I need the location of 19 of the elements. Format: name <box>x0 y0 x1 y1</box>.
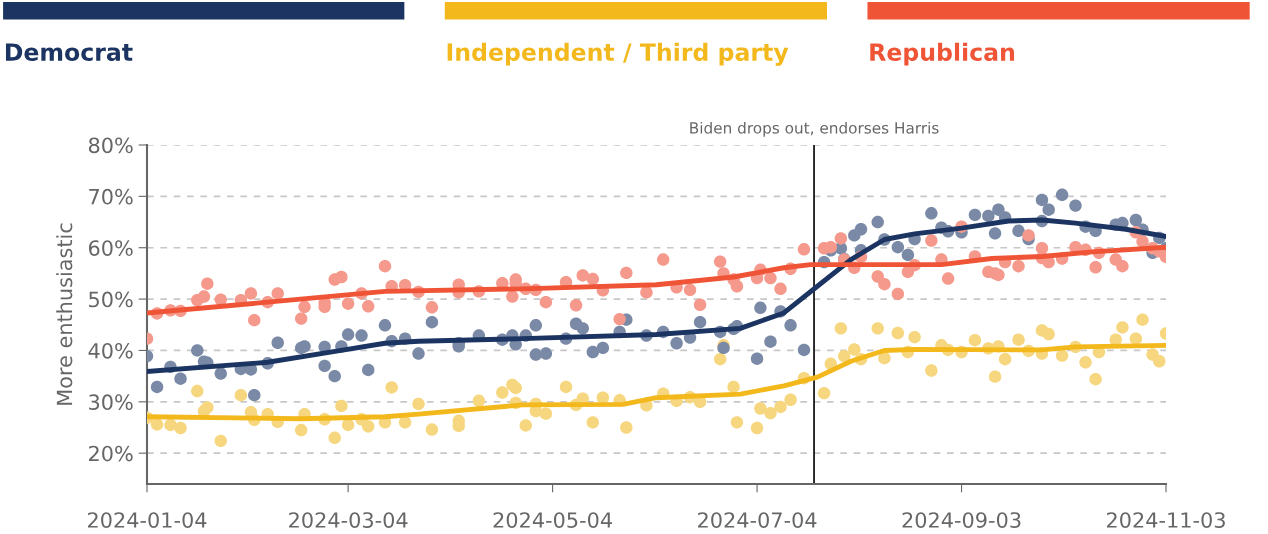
text: Democrat <box>5 43 133 61</box>
text: Independent / Third party <box>447 42 789 66</box>
y-tick-label: 60% <box>88 240 133 256</box>
x-tick-label: 2024-07-04 <box>698 512 817 528</box>
line-series <box>147 244 1166 316</box>
y-axis-title: More enthusiastic <box>56 223 73 405</box>
y-tick-label: 50% <box>89 291 133 308</box>
x-tick-label: 2024-01-04 <box>87 512 207 528</box>
y-tick-label: 80% <box>88 137 133 154</box>
y-tick-label: 40% <box>88 342 133 359</box>
text: Republican <box>870 42 1015 66</box>
x-tick-label: 2024-11-03 <box>1106 512 1225 528</box>
y-tick-label: 30% <box>89 394 133 411</box>
y-tick-label: 20% <box>89 445 133 462</box>
y-tick-label: 70% <box>89 188 133 205</box>
x-tick-label: 2024-03-04 <box>289 512 408 528</box>
x-tick-label: 2024-09-03 <box>902 512 1021 528</box>
x-tick-label: 2024-05-04 <box>493 512 612 528</box>
ref-line-label: Biden drops out, endorses Harris <box>690 121 939 137</box>
